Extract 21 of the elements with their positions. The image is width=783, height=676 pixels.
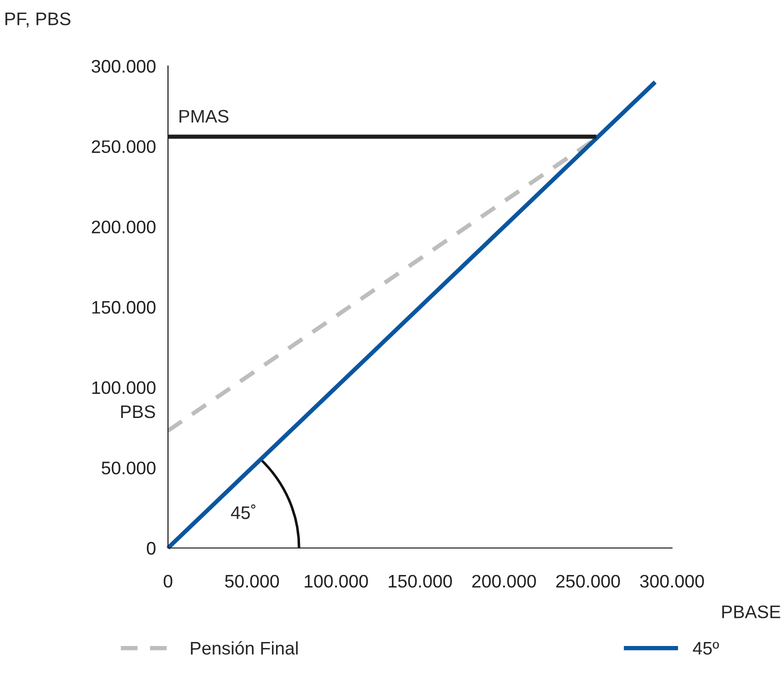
y-tick-label: 250.000	[92, 140, 156, 154]
y-tick-label: 100.000	[92, 381, 156, 394]
x-tick-label: 100.000	[304, 574, 368, 588]
text: PBS	[121, 405, 155, 418]
x-axis-title: PBASE	[722, 605, 780, 618]
x-tick-label: 200.000	[472, 574, 536, 588]
legend-label: Pensión Final	[190, 641, 298, 655]
legend-label: 45º	[692, 642, 719, 655]
x-tick-label: 50.000	[225, 574, 279, 588]
y-tick-label: 200.000	[92, 220, 156, 234]
y-tick-label: 0	[146, 542, 156, 555]
x-tick-label: 250.000	[556, 574, 620, 588]
y-axis-title: PF, PBS	[5, 12, 70, 28]
x-tick-label: 300.000	[640, 574, 704, 588]
annotation: PMAS	[180, 110, 228, 123]
annotation: 45˚	[230, 504, 256, 520]
x-tick-label: 150.000	[388, 574, 452, 588]
x-tick-label: 0	[164, 574, 172, 588]
y-tick-label: 300.000	[92, 60, 156, 73]
y-tick-label: 150.000	[92, 300, 156, 314]
y-tick-label: 50.000	[102, 462, 156, 474]
